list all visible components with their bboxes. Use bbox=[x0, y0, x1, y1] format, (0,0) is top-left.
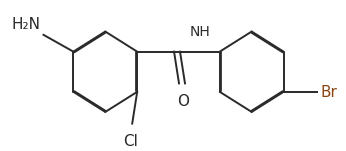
Text: H₂N: H₂N bbox=[11, 17, 40, 32]
Text: O: O bbox=[177, 94, 189, 109]
Text: NH: NH bbox=[190, 25, 210, 39]
Text: Br: Br bbox=[320, 85, 337, 100]
Text: Cl: Cl bbox=[123, 134, 138, 149]
